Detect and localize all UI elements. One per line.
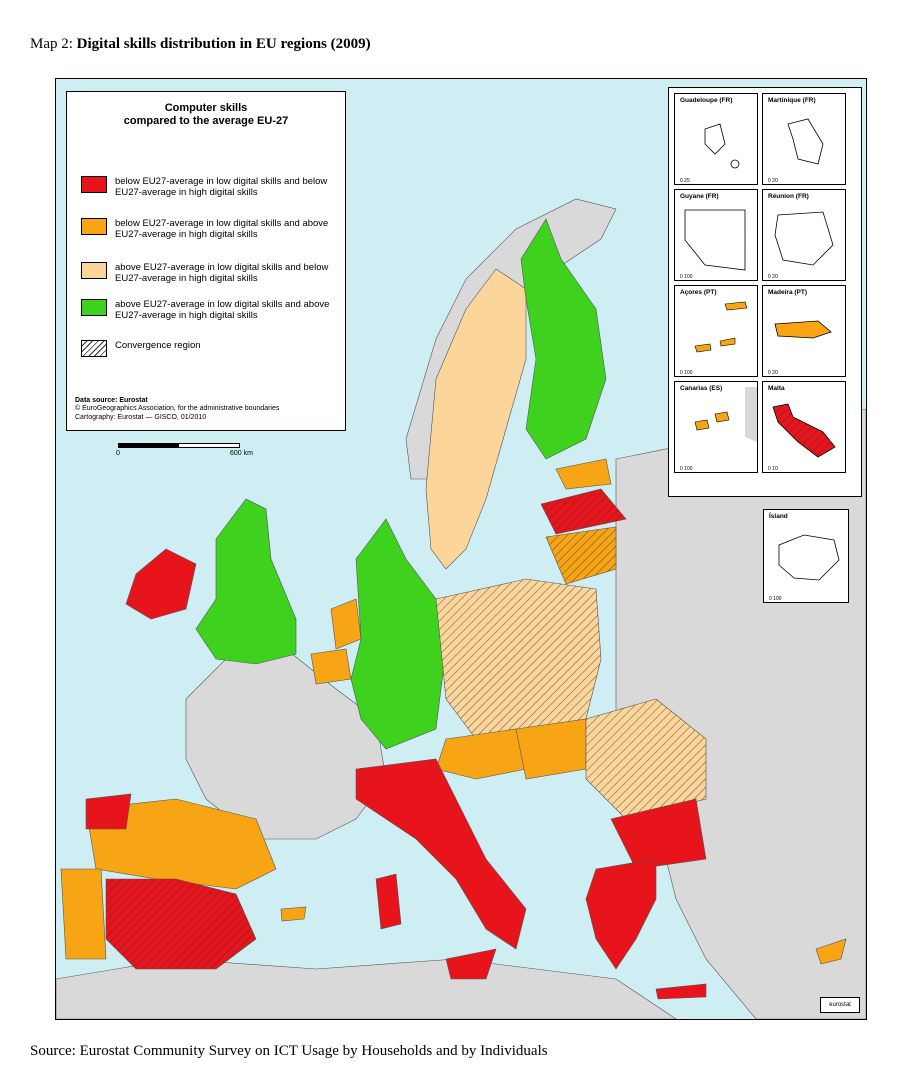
- bulgaria-region: [610, 798, 707, 870]
- germany-region: [350, 518, 447, 750]
- ireland-region: [125, 548, 197, 620]
- legend-item-green: above EU27-average in low digital skills…: [81, 299, 343, 321]
- romania-hatch: [586, 699, 706, 819]
- uk-region: [195, 498, 297, 665]
- estonia-region: [555, 458, 612, 490]
- spain-north-region: [85, 798, 277, 890]
- netherlands-region: [330, 598, 362, 650]
- greece-region: [585, 858, 657, 970]
- inset-malta: Malta 0 10: [762, 381, 846, 473]
- inset-acores: Açores (PT) 0 100: [674, 285, 758, 377]
- galicia-region: [85, 793, 132, 830]
- latvia-hatch: [541, 489, 626, 534]
- scale-bar-graphic: [118, 443, 240, 448]
- eurostat-logo: eurostat: [820, 997, 860, 1013]
- map-caption: Map 2: Digital skills distribution in EU…: [30, 36, 371, 52]
- inset-reunion: Réunion (FR) 0 20: [762, 189, 846, 281]
- map-legend: Computer skills compared to the average …: [66, 91, 346, 431]
- austria-region: [435, 728, 527, 780]
- legend-item-light-orange: above EU27-average in low digital skills…: [81, 262, 343, 284]
- legend-swatch: [81, 262, 107, 279]
- sweden-region: [425, 268, 527, 570]
- crete-region: [655, 983, 707, 1000]
- inset-canarias: Canarias (ES) 0 100: [674, 381, 758, 473]
- legend-source: Data source: Eurostat © EuroGeographics …: [75, 396, 280, 421]
- inset-guadeloupe: Guadeloupe (FR) 0 25: [674, 93, 758, 185]
- balearic-region: [280, 906, 307, 922]
- legend-item-red: below EU27-average in low digital skills…: [81, 176, 343, 198]
- cyprus-region: [815, 938, 847, 965]
- map-frame: Computer skills compared to the average …: [55, 78, 867, 1020]
- legend-item-orange: below EU27-average in low digital skills…: [81, 218, 343, 240]
- inset-island: Ísland 0 100: [763, 509, 849, 603]
- scale-bar: 0 600 km: [116, 443, 268, 457]
- hungary-region: [515, 718, 587, 780]
- central-europe-hatch: [436, 579, 601, 739]
- finland-region: [520, 218, 607, 460]
- sardinia-region: [375, 873, 402, 930]
- inset-guyane: Guyane (FR) 0 100: [674, 189, 758, 281]
- inset-madeira: Madeira (PT) 0 20: [762, 285, 846, 377]
- legend-item-convergence: Convergence region: [81, 340, 343, 357]
- legend-swatch: [81, 299, 107, 316]
- portugal-region: [60, 868, 107, 960]
- legend-title: Computer skills compared to the average …: [123, 102, 289, 127]
- belgium-region: [310, 648, 352, 685]
- legend-swatch: [81, 176, 107, 193]
- inset-martinique: Martinique (FR) 0 20: [762, 93, 846, 185]
- source-note: Source: Eurostat Community Survey on ICT…: [30, 1043, 548, 1059]
- sicily-region: [445, 948, 497, 980]
- spain-hatch: [106, 879, 256, 969]
- legend-swatch: [81, 340, 107, 357]
- legend-swatch: [81, 218, 107, 235]
- inset-panel: Guadeloupe (FR) 0 25 Martinique (FR) 0 2…: [668, 87, 862, 497]
- lithuania-hatch: [546, 527, 616, 584]
- italy-region: [355, 758, 527, 950]
